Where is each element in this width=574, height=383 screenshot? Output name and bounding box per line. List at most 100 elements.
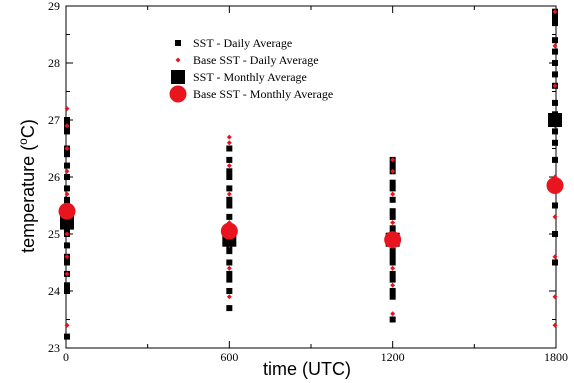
data-point — [389, 185, 396, 192]
data-point — [64, 123, 70, 129]
data-point — [226, 294, 232, 300]
data-point — [226, 185, 233, 192]
data-point — [226, 202, 233, 209]
data-point — [552, 214, 558, 220]
y-tick-label: 29 — [48, 0, 60, 13]
legend-label: Base SST - Monthly Average — [193, 87, 333, 101]
data-point — [58, 202, 76, 220]
data-point — [226, 174, 233, 180]
x-tick-label: 600 — [220, 350, 238, 364]
data-point — [64, 168, 70, 174]
data-point — [390, 282, 396, 288]
data-point — [389, 225, 396, 232]
legend-label: SST - Daily Average — [193, 36, 292, 50]
data-point — [552, 9, 558, 15]
data-point — [389, 208, 396, 215]
legend-marker — [175, 57, 181, 63]
data-point — [552, 60, 558, 66]
data-point — [552, 254, 558, 260]
data-point — [226, 163, 232, 169]
data-point — [64, 185, 70, 192]
data-point — [64, 259, 70, 266]
data-point — [64, 282, 70, 289]
data-point — [60, 215, 74, 230]
y-tick-label: 26 — [48, 170, 60, 184]
data-point — [552, 43, 558, 49]
data-point — [389, 179, 396, 186]
data-point — [552, 231, 558, 237]
y-axis-title: temperature (oC) — [16, 119, 38, 253]
data-point — [64, 333, 70, 340]
data-point — [226, 265, 232, 271]
data-point — [389, 316, 396, 323]
data-point — [220, 222, 238, 240]
data-point — [64, 254, 70, 260]
data-point — [226, 140, 232, 146]
y-tick-label: 27 — [48, 113, 60, 127]
data-point — [389, 270, 396, 277]
data-point — [552, 202, 558, 209]
data-point — [389, 248, 396, 255]
data-point — [552, 99, 558, 106]
y-tick-label: 24 — [48, 284, 60, 298]
data-point — [64, 174, 70, 180]
data-point — [552, 139, 558, 146]
data-points — [58, 8, 564, 340]
data-point — [64, 117, 70, 123]
data-point — [552, 48, 558, 55]
data-point — [552, 37, 558, 44]
legend: SST - Daily Average Base SST - Daily Aver… — [169, 36, 333, 103]
data-point — [64, 196, 70, 203]
x-tick-label: 1800 — [544, 350, 568, 364]
data-point — [390, 168, 396, 174]
data-point — [389, 213, 396, 220]
y-axis-title-main: temperature ( — [18, 145, 38, 253]
data-point — [552, 294, 558, 300]
data-point — [226, 259, 233, 266]
legend-marker — [175, 40, 181, 46]
data-point — [226, 288, 233, 294]
data-point — [64, 271, 70, 277]
data-point — [552, 322, 558, 328]
y-axis-title-superscript: o — [16, 138, 30, 145]
data-point — [389, 253, 396, 260]
data-point — [226, 134, 232, 140]
data-point — [552, 14, 558, 21]
data-point — [390, 311, 396, 317]
data-point — [390, 220, 396, 226]
data-point — [390, 265, 396, 271]
data-point — [389, 196, 396, 203]
data-point — [226, 213, 233, 220]
data-point — [64, 162, 70, 169]
data-point — [64, 231, 70, 237]
series-3 — [58, 177, 564, 249]
data-point — [389, 259, 396, 266]
data-point — [546, 177, 564, 195]
data-point — [552, 83, 558, 89]
y-tick-label: 23 — [48, 341, 60, 355]
data-point — [389, 276, 396, 283]
data-point — [226, 191, 232, 197]
y-tick-label: 28 — [48, 56, 60, 70]
x-tick-label: 1200 — [381, 350, 405, 364]
y-tick-label: 25 — [48, 227, 60, 241]
data-point — [389, 162, 396, 169]
series-2 — [60, 113, 562, 247]
data-point — [384, 231, 402, 249]
data-point — [64, 191, 70, 197]
data-point — [64, 242, 70, 249]
data-point — [64, 146, 70, 151]
data-point — [64, 288, 70, 294]
legend-label: Base SST - Daily Average — [193, 53, 319, 67]
legend-marker — [169, 85, 187, 103]
data-point — [64, 151, 70, 158]
data-point — [226, 276, 233, 283]
data-point — [64, 322, 70, 328]
data-point — [64, 106, 70, 112]
data-point — [389, 293, 396, 300]
data-point — [552, 259, 558, 266]
data-point — [389, 288, 396, 294]
data-point — [64, 128, 70, 135]
data-point — [226, 270, 233, 277]
